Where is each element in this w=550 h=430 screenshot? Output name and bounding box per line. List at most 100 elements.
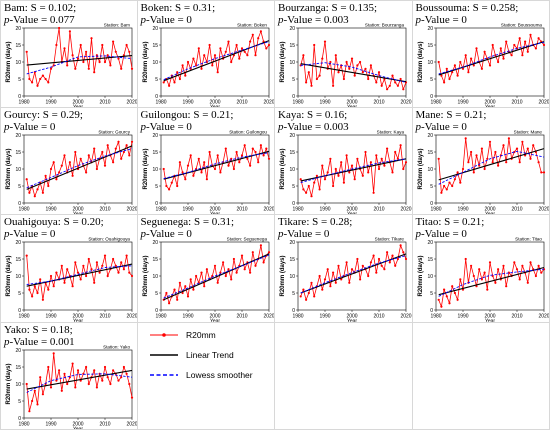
data-point [93, 71, 96, 74]
x-tick-label: 2000 [72, 314, 83, 320]
y-tick-label: 10 [15, 381, 21, 387]
data-point [447, 77, 451, 81]
data-point [345, 261, 348, 264]
p-value-rest: -Value = 0.001 [9, 335, 75, 348]
data-point [310, 194, 313, 197]
data-point [361, 264, 364, 267]
data-point [167, 302, 170, 305]
chart-panel-boussouma: Boussouma: S = 0.258; p-Value = 0 Station:… [412, 0, 550, 108]
data-point [232, 167, 235, 170]
y-tick-label: 15 [427, 257, 433, 263]
data-point [240, 153, 243, 156]
y-tick-label: 5 [430, 77, 433, 83]
p-italic: p [415, 120, 422, 133]
data-point [25, 254, 28, 257]
x-axis-label: Year [209, 211, 219, 215]
lowess-line [300, 255, 407, 294]
x-tick-label: 2000 [484, 314, 495, 320]
x-axis-label: Year [209, 105, 219, 108]
data-point [213, 54, 216, 57]
data-point [453, 291, 456, 295]
y-tick-label: 10 [15, 166, 21, 172]
data-point [340, 160, 343, 163]
data-point [28, 409, 31, 412]
lowess-line [163, 41, 269, 81]
data-point [445, 67, 448, 70]
data-point [87, 67, 90, 70]
data-point [332, 84, 335, 87]
p-italic: p [278, 14, 284, 26]
data-point [243, 143, 246, 146]
y-tick-label: 15 [289, 257, 295, 263]
data-point [472, 274, 475, 278]
data-point [47, 81, 50, 84]
y-tick-label: 20 [427, 132, 433, 138]
data-point [539, 170, 542, 173]
x-tick-label: 1990 [457, 314, 468, 320]
data-point [369, 64, 372, 67]
data-point [112, 160, 115, 163]
data-point [518, 37, 521, 40]
x-tick-label: 2010 [236, 100, 247, 106]
chart-svg: Station: Yako 0 5 10 15 20 1980 1990 2000 2010 202… [6, 344, 137, 429]
data-point [534, 274, 537, 278]
data-point [63, 372, 66, 375]
data-point [369, 261, 372, 264]
data-point [117, 271, 120, 274]
data-point [332, 184, 335, 187]
data-point [245, 157, 248, 160]
data-point [178, 77, 181, 81]
data-point [464, 257, 467, 261]
data-point [87, 257, 90, 261]
chart-svg: Station: Kaya 0 5 10 15 20 1980 1990 2000 2010 202… [280, 129, 412, 214]
y-tick-label: 15 [15, 257, 21, 263]
y-tick-label: 5 [18, 291, 21, 297]
data-point [183, 74, 186, 77]
station-label: Station: Seguenega [226, 237, 267, 242]
data-point [361, 71, 364, 74]
data-point [63, 47, 66, 50]
y-tick-label: 10 [152, 60, 158, 66]
chart-panel-bam: Bam: S = 0.102; p-Value = 0.077 Station: B… [0, 0, 138, 108]
station-label: Station: Yako [103, 344, 130, 349]
data-point [531, 143, 534, 146]
data-point [130, 396, 134, 399]
chart-title-line2: p-Value = 0 [141, 121, 192, 133]
y-tick-label: 15 [427, 149, 433, 155]
data-point [394, 264, 397, 267]
data-point [120, 261, 123, 264]
data-point [66, 268, 69, 271]
y-axis-label: R20mm (days) [418, 148, 424, 189]
plot-area [297, 241, 407, 311]
data-point [208, 43, 211, 47]
data-point [305, 191, 308, 194]
chart-title-line2: p-Value = 0.077 [4, 14, 75, 26]
series-line [26, 27, 133, 88]
data-point [175, 184, 178, 187]
chart-title-line1: Bam: S = 0.102; [4, 2, 77, 14]
chart-panel-tikare: Tikare: S = 0.28; p-Value = 0 Station: Tik… [275, 215, 413, 323]
chart-title-line1: Boken: S = 0.31; [140, 2, 216, 14]
y-tick-label: 0 [18, 94, 21, 100]
data-point [210, 64, 213, 67]
data-point [49, 274, 53, 278]
x-tick-label: 1990 [45, 421, 56, 427]
y-tick-label: 10 [152, 274, 158, 280]
data-point [245, 54, 248, 57]
data-point [323, 278, 327, 281]
data-point [364, 67, 367, 70]
data-point [122, 365, 125, 368]
data-point [93, 147, 96, 150]
data-point [474, 285, 478, 288]
data-point [496, 60, 499, 64]
data-point [28, 77, 31, 81]
station-label: Station: Kaya [377, 129, 405, 134]
data-point [456, 170, 459, 173]
x-tick-label: 2010 [511, 100, 522, 106]
data-point [58, 368, 61, 371]
p-italic: p [4, 120, 10, 133]
plot-area [160, 27, 269, 97]
data-point [74, 261, 77, 264]
data-point [33, 389, 36, 392]
data-point [485, 288, 488, 291]
